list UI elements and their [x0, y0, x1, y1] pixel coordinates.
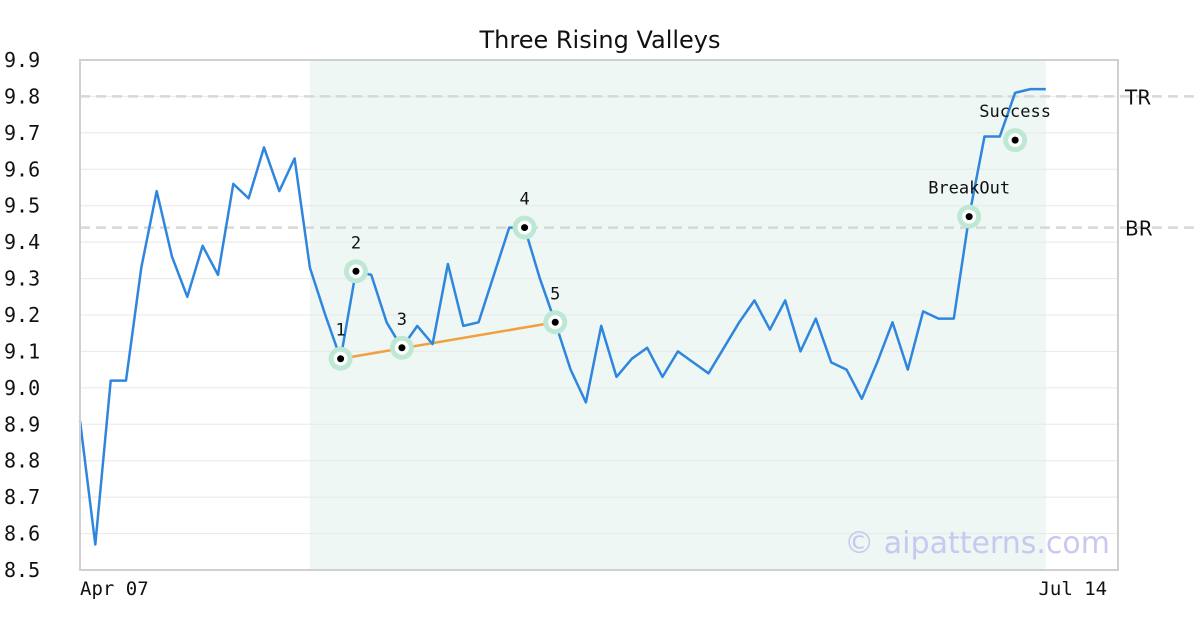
y-tick-label: 9.1 [4, 339, 40, 363]
reference-line-label: BR [1125, 217, 1153, 241]
plot-frame [79, 59, 1119, 571]
y-tick-label: 9.8 [4, 84, 40, 108]
y-tick-label: 8.7 [4, 485, 40, 509]
y-tick-label: 9.3 [4, 267, 40, 291]
x-tick-label: Apr 07 [80, 578, 149, 600]
y-tick-label: 8.6 [4, 522, 40, 546]
pattern-marker-label: Success [979, 102, 1051, 122]
pattern-markers: 1 2 3 4 5 BreakOut Success [328, 102, 1051, 371]
pattern-marker [1003, 128, 1028, 153]
y-axis-ticks: 8.5 8.6 8.7 8.8 8.9 9.0 9.1 9.2 9.3 9.4 9.5 9.6 9.7 9… [4, 48, 40, 582]
y-tick-label: 9.2 [4, 303, 40, 327]
pattern-marker-label: 2 [351, 233, 361, 253]
y-tick-label: 9.5 [4, 194, 40, 218]
valley-trendline [340, 321, 556, 360]
pattern-marker [543, 310, 568, 335]
y-tick-label: 9.0 [4, 376, 40, 400]
y-tick-label: 9.7 [4, 121, 40, 145]
x-axis-ticks: Apr 07 Jul 14 [80, 578, 1107, 600]
y-tick-label: 8.8 [4, 449, 40, 473]
y-tick-label: 9.9 [4, 48, 40, 72]
pattern-marker-label: 3 [397, 310, 407, 330]
y-tick-label: 8.5 [4, 558, 40, 582]
y-tick-label: 9.6 [4, 157, 40, 181]
pattern-marker [389, 335, 414, 360]
pattern-marker [957, 204, 982, 229]
y-tick-label: 9.4 [4, 230, 40, 254]
pattern-marker-label: BreakOut [928, 179, 1010, 199]
pattern-marker-label: 5 [550, 284, 560, 304]
pattern-marker-label: 4 [519, 190, 529, 210]
pattern-marker [343, 259, 368, 284]
pattern-marker-label: 1 [335, 321, 345, 341]
price-line [78, 87, 1046, 546]
pattern-marker [512, 215, 537, 240]
pattern-marker [328, 346, 353, 371]
watermark: © aipatterns.com [844, 526, 1110, 561]
chart-title: Three Rising Valleys [478, 26, 720, 54]
reference-line-label: TR [1124, 85, 1151, 109]
y-tick-label: 8.9 [4, 412, 40, 436]
x-tick-label: Jul 14 [1038, 578, 1107, 600]
